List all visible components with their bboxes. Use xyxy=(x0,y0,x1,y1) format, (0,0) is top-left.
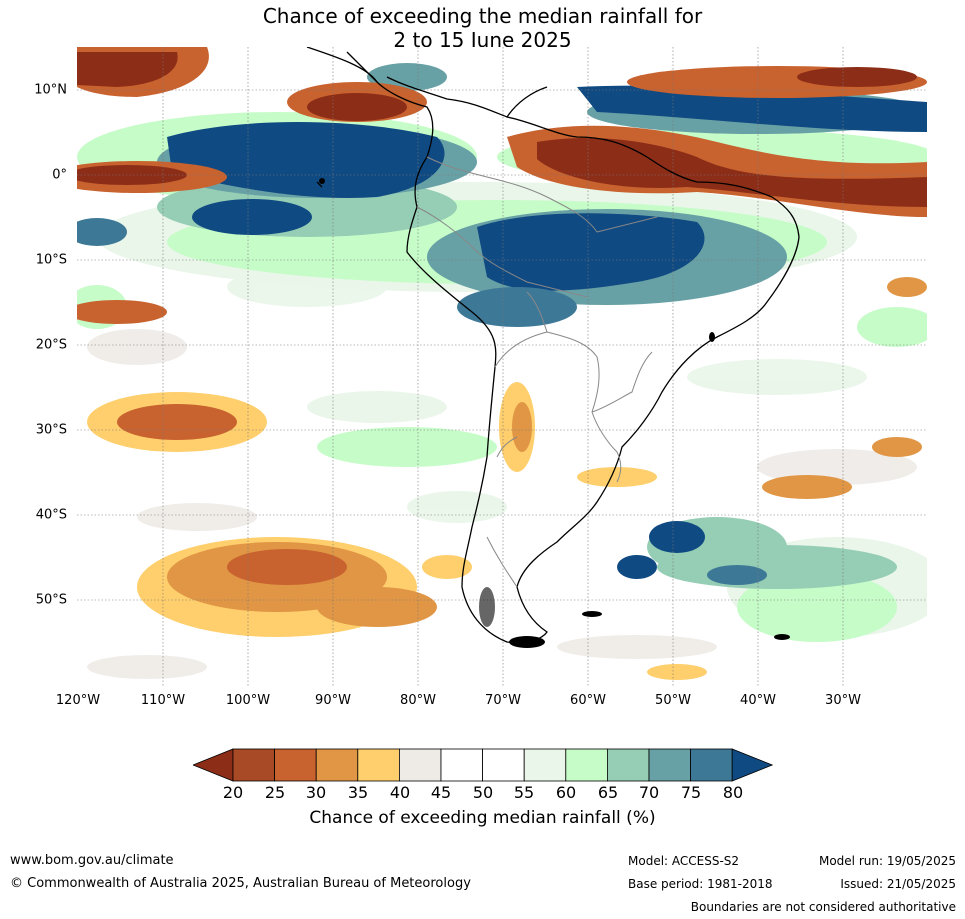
rainfall-map xyxy=(77,47,927,686)
colorbar-arrow-low xyxy=(193,748,234,782)
country-borders xyxy=(416,156,658,588)
footer-issued: Issued: 21/05/2025 xyxy=(840,877,956,891)
colorbar-cell xyxy=(440,748,483,782)
colorbar-tick-30: 30 xyxy=(305,783,327,802)
colorbar-tick-40: 40 xyxy=(389,783,411,802)
lat-label-10s: 10°S xyxy=(35,252,67,268)
colorbar-cell xyxy=(482,748,525,782)
colorbar-cell xyxy=(274,748,317,782)
colorbar-tick-75: 75 xyxy=(680,783,702,802)
colorbar-cell xyxy=(690,748,733,782)
lon-label-110w: 110°W xyxy=(140,693,186,708)
lon-label-70w: 70°W xyxy=(485,693,521,708)
coastline xyxy=(306,47,800,644)
colorbar-label: Chance of exceeding median rainfall (%) xyxy=(309,808,656,828)
map-canvas xyxy=(77,47,927,686)
colorbar-cell xyxy=(315,748,359,782)
lat-label-30s: 30°S xyxy=(35,422,67,438)
lon-label-30w: 30°W xyxy=(825,693,861,708)
blue-zones xyxy=(77,63,927,585)
colorbar-cell xyxy=(606,748,650,782)
lon-label-120w: 120°W xyxy=(55,693,101,708)
colorbar-cell xyxy=(357,748,400,782)
lon-label-100w: 100°W xyxy=(225,693,271,708)
lat-label-0: 0° xyxy=(52,167,67,183)
footer-copyright: © Commonwealth of Australia 2025, Austra… xyxy=(10,876,471,891)
colorbar-tick-35: 35 xyxy=(347,783,369,802)
colorbar-cell xyxy=(648,748,691,782)
lat-label-40s: 40°S xyxy=(35,507,67,523)
footer-model: Model: ACCESS-S2 xyxy=(628,854,740,868)
southern-islands xyxy=(319,178,790,648)
colorbar xyxy=(193,748,773,782)
lat-label-20s: 20°S xyxy=(35,337,67,353)
lon-label-60w: 60°W xyxy=(570,693,606,708)
colorbar-tick-25: 25 xyxy=(264,783,286,802)
colorbar-tick-55: 55 xyxy=(513,783,535,802)
lon-label-50w: 50°W xyxy=(655,693,691,708)
colorbar-tick-70: 70 xyxy=(638,783,660,802)
dry-zones xyxy=(77,47,927,680)
colorbar-cell xyxy=(565,748,608,782)
colorbar-arrow-high xyxy=(731,748,773,782)
lon-label-80w: 80°W xyxy=(400,693,436,708)
title-line-1: Chance of exceeding the median rainfall … xyxy=(262,4,703,28)
colorbar-cell xyxy=(398,748,442,782)
lon-label-90w: 90°W xyxy=(315,693,351,708)
lat-label-10n: 10°N xyxy=(34,82,67,98)
colorbar-cell xyxy=(523,748,567,782)
footer-disclaimer: Boundaries are not considered authoritat… xyxy=(690,900,956,914)
footer-base-period: Base period: 1981-2018 xyxy=(628,877,773,891)
colorbar-tick-80: 80 xyxy=(722,783,744,802)
colorbar-tick-65: 65 xyxy=(597,783,619,802)
lat-label-50s: 50°S xyxy=(35,592,67,608)
colorbar-tick-20: 20 xyxy=(222,783,244,802)
lon-label-40w: 40°W xyxy=(740,693,776,708)
colorbar-tick-45: 45 xyxy=(430,783,452,802)
colorbar-cell xyxy=(232,748,275,782)
map-title: Chance of exceeding the median rainfall … xyxy=(0,4,965,52)
footer-model-run: Model run: 19/05/2025 xyxy=(818,854,956,868)
footer-website: www.bom.gov.au/climate xyxy=(10,853,174,868)
background-speckle xyxy=(87,267,917,679)
gridlines xyxy=(77,47,927,686)
colorbar-tick-60: 60 xyxy=(555,783,577,802)
colorbar-tick-50: 50 xyxy=(472,783,494,802)
